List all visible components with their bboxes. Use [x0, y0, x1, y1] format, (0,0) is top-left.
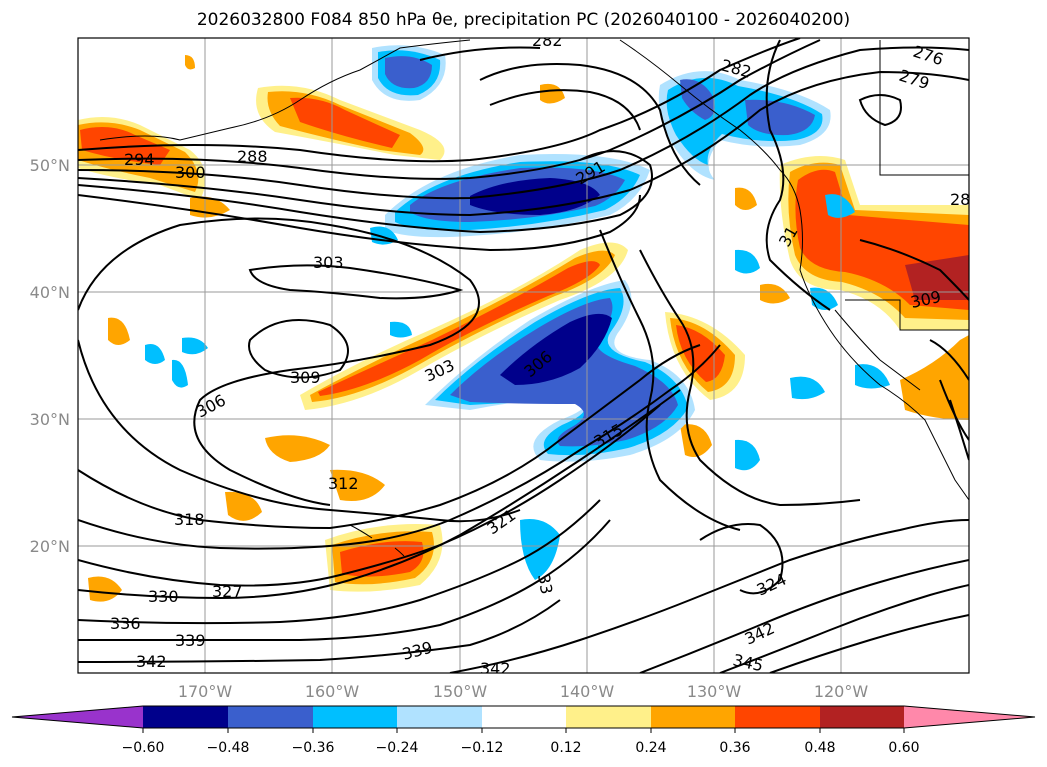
- colorbar-tick-label: −0.24: [376, 740, 419, 756]
- colorbar-tick-label: 0.48: [804, 740, 835, 756]
- lat-label: 30°N: [30, 410, 70, 429]
- colorbar-segment: [482, 706, 566, 728]
- lon-label: 160°W: [305, 682, 360, 701]
- colorbar: −0.60 −0.48 −0.36 −0.24 −0.12 0.12 0.24 …: [11, 705, 1036, 756]
- lat-label: 40°N: [30, 283, 70, 302]
- colorbar-tick-label: 0.60: [888, 740, 919, 756]
- colorbar-tick-label: 0.24: [635, 740, 666, 756]
- lon-label: 170°W: [178, 682, 233, 701]
- colorbar-tick-label: −0.12: [461, 740, 504, 756]
- colorbar-tick-label: −0.60: [122, 740, 165, 756]
- contour-label: 342: [480, 659, 511, 678]
- lat-label: 20°N: [30, 537, 70, 556]
- colorbar-segment: [651, 706, 735, 728]
- colorbar-tick-label: 0.12: [550, 740, 581, 756]
- contour-label: 318: [174, 510, 205, 529]
- contour-label: 288: [237, 147, 268, 166]
- contour-label: 294: [124, 150, 155, 169]
- lon-label: 120°W: [814, 682, 869, 701]
- contour-label: 342: [136, 652, 167, 671]
- colorbar-tick-label: 0.36: [719, 740, 750, 756]
- contour-label: 282: [532, 31, 563, 50]
- contour-label: 327: [212, 582, 243, 601]
- contour-label: 312: [328, 474, 359, 493]
- contour-label: 309: [290, 368, 321, 387]
- colorbar-segment: [397, 706, 482, 728]
- colorbar-segment: [820, 706, 904, 728]
- map-title: 2026032800 F084 850 hPa θe, precipitatio…: [196, 10, 851, 30]
- colorbar-extend-right: [904, 706, 1035, 728]
- contour-label: 330: [148, 587, 179, 606]
- contour-label: 33: [534, 572, 556, 595]
- theta-e-contours: [78, 38, 969, 673]
- colorbar-tick-label: −0.36: [292, 740, 335, 756]
- contour-label: 303: [313, 253, 344, 272]
- contour-label: 339: [175, 631, 206, 650]
- colorbar-segment: [566, 706, 651, 728]
- colorbar-ticks: [142, 728, 905, 733]
- colorbar-segment: [228, 706, 313, 728]
- colorbar-tick-label: −0.48: [207, 740, 250, 756]
- map-frame: [77, 37, 970, 674]
- contour-label: 300: [175, 163, 206, 182]
- precip-positive-shading: [78, 55, 969, 602]
- lon-label: 130°W: [687, 682, 742, 701]
- longitude-labels: 170°W 160°W 150°W 140°W 130°W 120°W: [178, 682, 869, 701]
- lon-label: 140°W: [560, 682, 615, 701]
- latitude-labels: 50°N 40°N 30°N 20°N: [30, 156, 70, 556]
- contour-label: 345: [731, 650, 765, 675]
- coastlines: [99, 39, 969, 557]
- colorbar-extend-left: [12, 706, 143, 728]
- contour-label: 336: [110, 614, 141, 633]
- colorbar-segment: [143, 706, 228, 728]
- lon-label: 150°W: [433, 682, 488, 701]
- contour-label: 28: [950, 190, 970, 209]
- lat-label: 50°N: [30, 156, 70, 175]
- colorbar-segment: [313, 706, 397, 728]
- colorbar-segment: [735, 706, 820, 728]
- precip-negative-shading: [145, 45, 890, 580]
